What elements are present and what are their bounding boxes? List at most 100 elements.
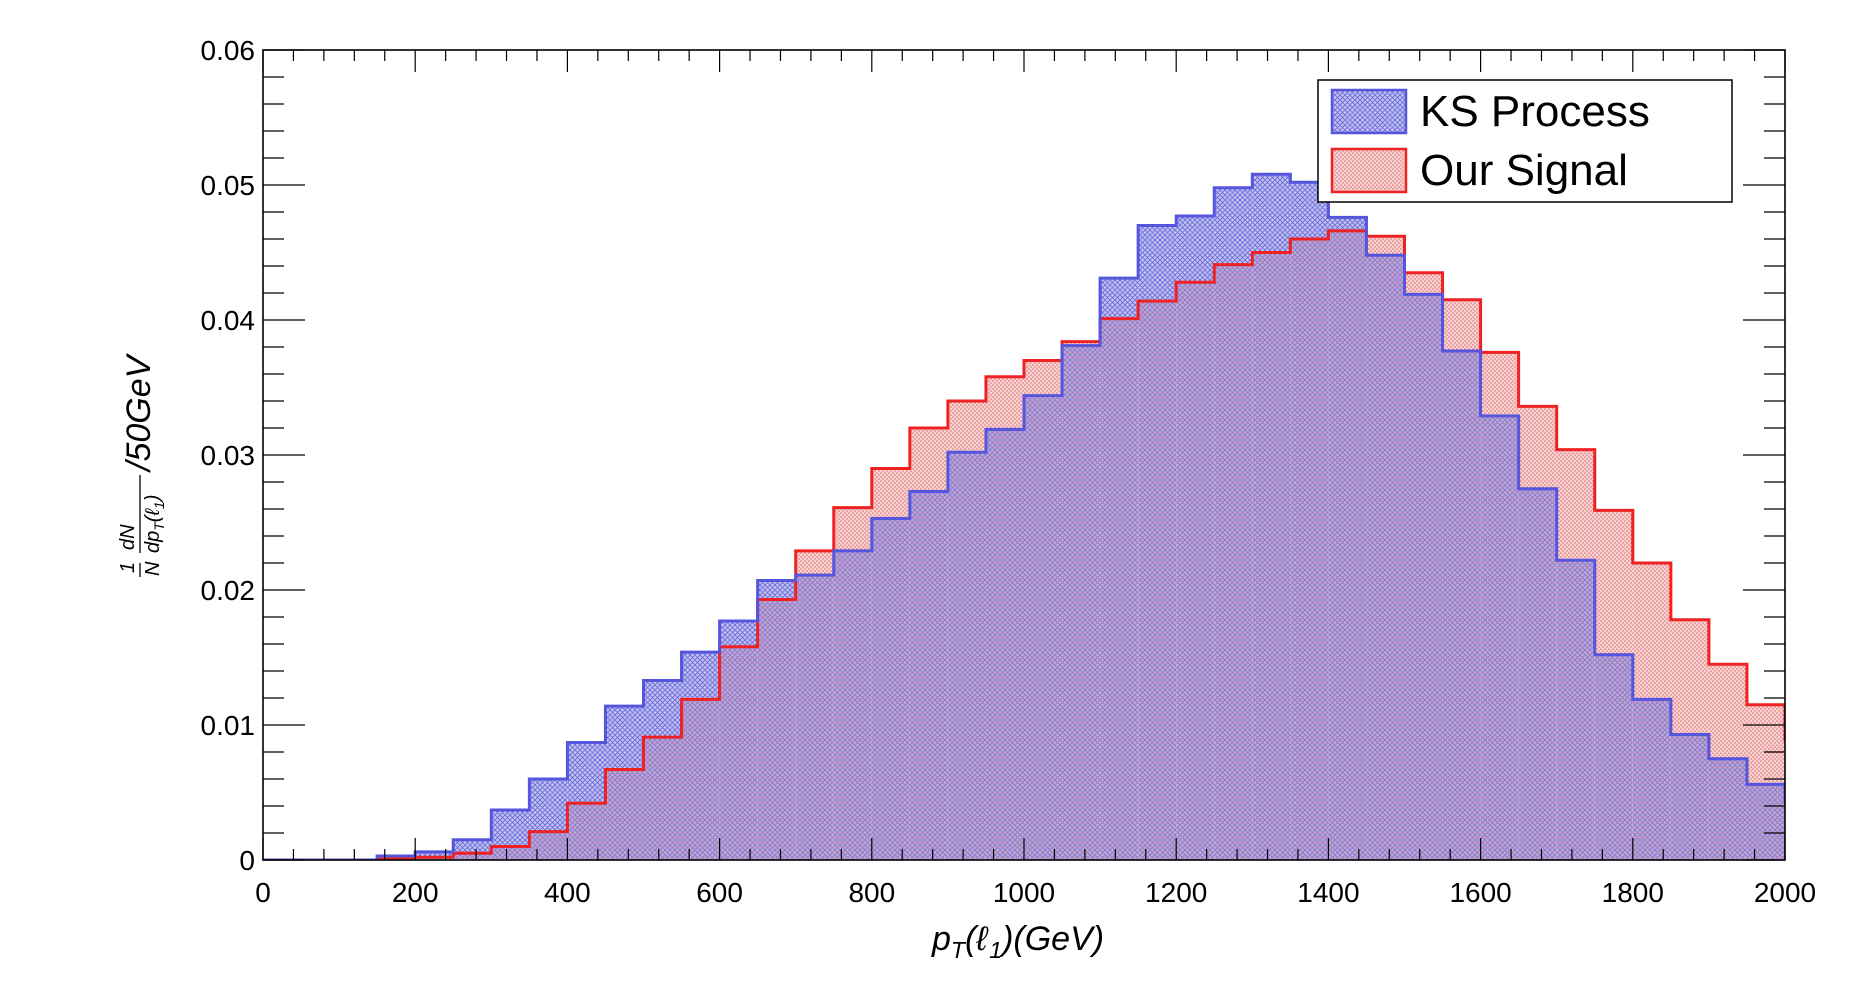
x-tick-label: 200: [392, 877, 439, 908]
y-tick-label: 0.03: [201, 440, 256, 471]
bar-overlap: [605, 769, 644, 860]
bar-overlap: [1823, 817, 1851, 860]
x-tick-label: 600: [696, 877, 743, 908]
x-axis-title: pT(ℓ1)(GeV): [931, 920, 1104, 963]
x-tick-label: 400: [544, 877, 591, 908]
bar-overlap: [529, 831, 568, 860]
bar-our-signal: [985, 376, 1024, 430]
legend-label-our-signal: Our Signal: [1420, 146, 1628, 195]
bar-overlap: [1442, 351, 1481, 860]
bar-overlap: [871, 518, 910, 860]
tick-labels: 0 200 400 600 800 1000 1200 1400 1600 1800 2000 0 0.…: [201, 35, 1817, 908]
bar-our-signal: [1518, 406, 1557, 489]
y-tick-label: 0.04: [201, 305, 256, 336]
bar-ks-process: [1100, 278, 1139, 319]
bar-our-signal: [1785, 740, 1823, 801]
svg-text:1: 1: [117, 562, 139, 573]
svg-text:/50GeV: /50GeV: [120, 352, 158, 473]
y-tick-label: 0.01: [201, 710, 256, 741]
bar-our-signal: [1024, 360, 1063, 396]
bar-overlap: [757, 599, 796, 860]
x-tick-label: 1000: [993, 877, 1055, 908]
bar-overlap: [1176, 282, 1215, 860]
x-tick-label: 1400: [1297, 877, 1359, 908]
bar-overlap: [1785, 801, 1823, 860]
bar-ks-process: [1328, 217, 1367, 231]
bar-our-signal: [1670, 619, 1709, 735]
bar-our-signal: [833, 507, 872, 551]
bar-our-signal: [1442, 299, 1481, 352]
bar-our-signal: [1632, 563, 1671, 700]
bar-overlap: [985, 429, 1024, 860]
bar-ks-process: [567, 742, 606, 804]
bar-overlap: [1708, 758, 1747, 860]
bar-ks-process: [1138, 225, 1177, 302]
bar-our-signal: [1062, 341, 1101, 346]
axis-ticks: [262, 49, 1786, 861]
bar-ks-process: [681, 652, 720, 700]
legend-label-ks-process: KS Process: [1420, 87, 1650, 136]
bar-our-signal: [909, 428, 948, 492]
bar-our-signal: [1556, 449, 1595, 561]
bar-overlap: [1328, 230, 1367, 860]
bar-overlap: [491, 846, 530, 860]
bar-overlap: [719, 646, 758, 860]
bar-overlap: [947, 452, 986, 860]
bar-overlap: [1746, 784, 1785, 860]
bar-ks-process: [491, 810, 530, 847]
legend-swatch-ks-process: [1330, 88, 1408, 135]
bar-ks-process: [453, 839, 492, 854]
y-tick-label: 0: [239, 845, 255, 876]
y-tick-label: 0.02: [201, 575, 256, 606]
bar-overlap: [681, 699, 720, 860]
bar-overlap: [1062, 345, 1101, 860]
bar-overlap: [643, 737, 682, 860]
bar-overlap: [1556, 560, 1595, 860]
bar-our-signal: [1823, 760, 1851, 817]
bar-ks-process: [415, 851, 454, 858]
bar-overlap: [1632, 699, 1671, 860]
svg-text:dN: dN: [117, 524, 139, 550]
bar-overlap: [453, 853, 492, 860]
bar-our-signal: [795, 550, 834, 576]
bar-overlap: [1404, 294, 1443, 860]
bar-overlap: [1480, 415, 1519, 860]
x-tick-label: 1800: [1602, 877, 1664, 908]
series-line-our-signal: [263, 229, 1785, 860]
plot-area: [263, 172, 1851, 860]
svg-text:dpT(ℓ1): dpT(ℓ1): [142, 495, 167, 553]
bar-our-signal: [947, 401, 986, 453]
bar-overlap: [567, 803, 606, 860]
bar-our-signal: [1366, 236, 1405, 256]
bar-overlap: [1252, 252, 1291, 860]
bar-ks-process: [529, 779, 568, 832]
bar-our-signal: [1480, 352, 1519, 416]
series-line-ks-process: [263, 172, 1785, 860]
legend: KS Process Our Signal: [1317, 79, 1733, 203]
bar-overlap: [1024, 395, 1063, 860]
bar-overlap: [1670, 734, 1709, 860]
bar-ks-process: [1176, 216, 1215, 283]
x-tick-label: 2000: [1754, 877, 1816, 908]
x-tick-label: 1600: [1449, 877, 1511, 908]
bar-overlap: [833, 550, 872, 860]
bar-ks-process: [643, 680, 682, 738]
bar-ks-process: [1214, 187, 1253, 265]
svg-text:N: N: [142, 561, 164, 576]
bar-ks-process: [719, 621, 758, 647]
x-tick-label: 0: [255, 877, 271, 908]
bar-our-signal: [871, 468, 910, 519]
y-tick-label: 0.05: [201, 170, 256, 201]
bar-ks-process: [605, 706, 644, 770]
bar-our-signal: [1404, 272, 1443, 295]
bar-our-signal: [1746, 704, 1785, 785]
y-tick-label: 0.06: [201, 35, 256, 66]
bar-our-signal: [1708, 664, 1747, 759]
bar-overlap: [909, 491, 948, 860]
x-tick-label: 1200: [1145, 877, 1207, 908]
bar-overlap: [1290, 239, 1329, 860]
bar-overlap: [1518, 488, 1557, 860]
bar-overlap: [795, 575, 834, 860]
y-axis-title: 1 N dN dpT(ℓ1) /50GeV: [117, 352, 167, 577]
